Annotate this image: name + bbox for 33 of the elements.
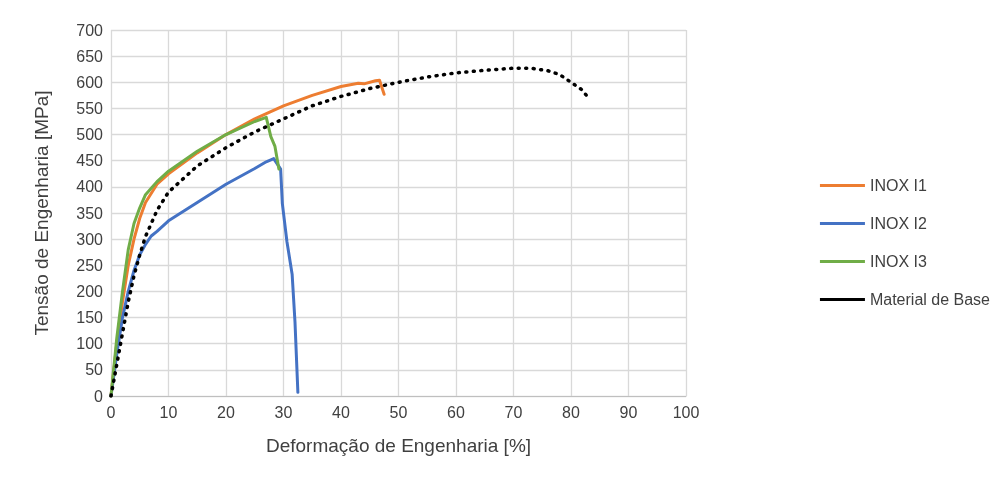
y-tick-label: 150 <box>76 309 104 327</box>
x-tick-label: 90 <box>619 403 638 421</box>
y-tick-label: 350 <box>76 204 104 222</box>
x-tick-label: 60 <box>447 403 465 421</box>
y-tick-label: 650 <box>76 47 104 65</box>
legend-label: INOX I2 <box>869 215 927 232</box>
x-tick-label: 20 <box>217 403 235 421</box>
y-tick-label: 400 <box>76 178 104 196</box>
legend-label: INOX I3 <box>869 253 927 270</box>
y-tick-label: 500 <box>76 126 104 144</box>
x-tick-label: 40 <box>332 403 350 421</box>
legend-label: Material de Base <box>869 291 991 308</box>
legend-label: INOX I1 <box>869 177 927 194</box>
x-tick-label: 100 <box>672 403 700 421</box>
x-tick-label: 10 <box>159 403 178 421</box>
line-series <box>109 66 590 398</box>
x-tick-label: 30 <box>274 403 293 421</box>
x-tick-label: 80 <box>562 403 580 421</box>
y-tick-label: 250 <box>76 256 104 274</box>
y-tick-label: 450 <box>76 152 104 170</box>
y-tick-label: 100 <box>76 335 104 353</box>
y-tick-label: 50 <box>85 361 104 379</box>
x-tick-label: 50 <box>389 403 408 421</box>
y-tick-label: 200 <box>76 282 104 300</box>
x-tick-label: 70 <box>504 403 523 421</box>
y-axis-title: Tensão de Engenharia [MPa] <box>31 90 52 336</box>
y-tick-label: 600 <box>76 73 104 91</box>
x-tick-label: 0 <box>106 403 116 421</box>
y-tick-label: 300 <box>76 230 104 248</box>
y-tick-label: 700 <box>76 21 104 39</box>
y-tick-label: 550 <box>76 99 104 117</box>
y-tick-label: 0 <box>94 387 104 405</box>
x-axis-title: Deformação de Engenharia [%] <box>265 435 532 456</box>
